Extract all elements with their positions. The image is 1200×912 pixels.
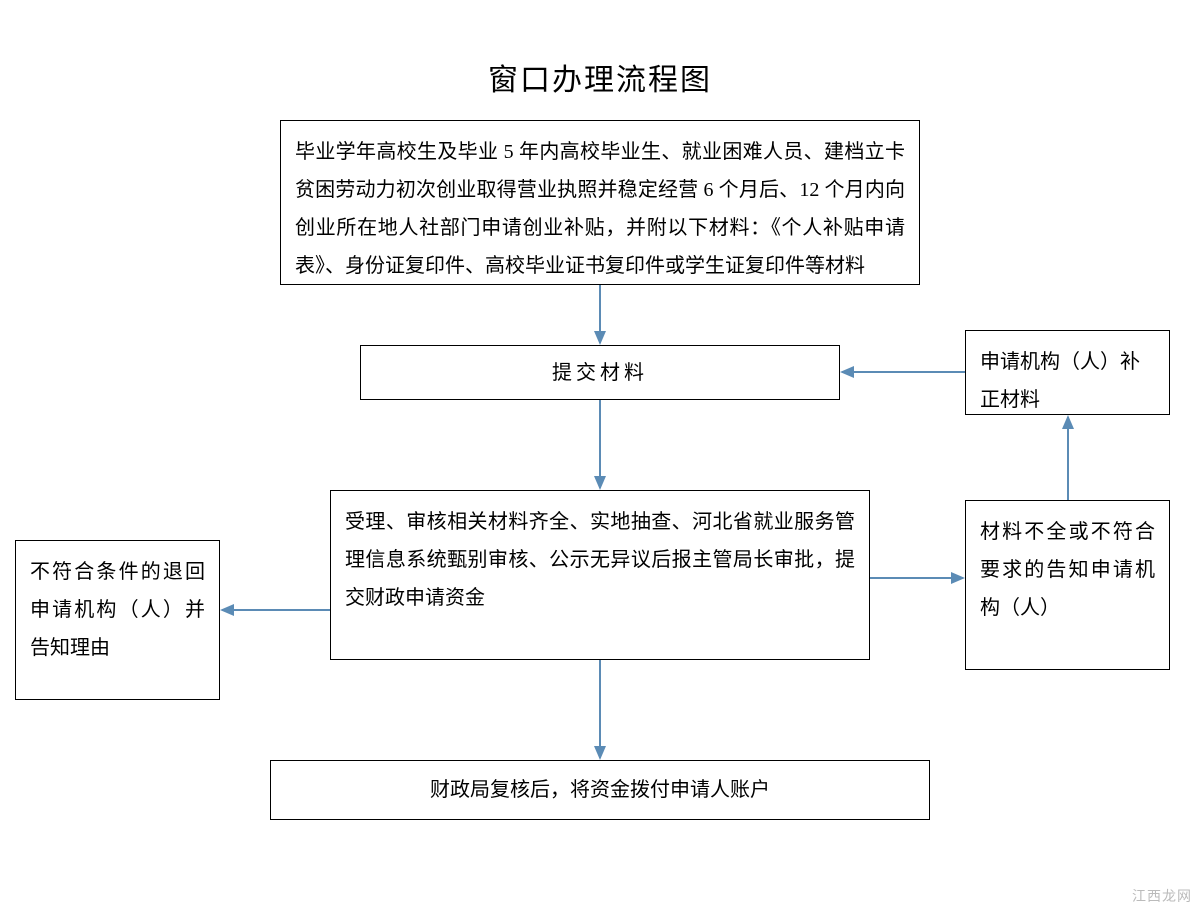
node-incomplete: 材料不全或不符合要求的告知申请机构（人） <box>965 500 1170 670</box>
flowchart-title: 窗口办理流程图 <box>0 55 1200 99</box>
node-payout: 财政局复核后，将资金拨付申请人账户 <box>270 760 930 820</box>
node-intro: 毕业学年高校生及毕业 5 年内高校毕业生、就业困难人员、建档立卡贫困劳动力初次创… <box>280 120 920 285</box>
node-review: 受理、审核相关材料齐全、实地抽查、河北省就业服务管理信息系统甄别审核、公示无异议… <box>330 490 870 660</box>
watermark: 江西龙网 <box>1132 886 1192 906</box>
node-reject: 不符合条件的退回申请机构（人）并告知理由 <box>15 540 220 700</box>
node-supplement: 申请机构（人）补正材料 <box>965 330 1170 415</box>
node-submit: 提交材料 <box>360 345 840 400</box>
